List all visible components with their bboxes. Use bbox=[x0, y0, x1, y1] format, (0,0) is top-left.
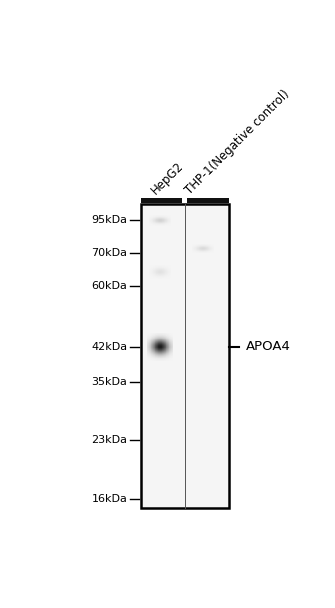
Text: 70kDa: 70kDa bbox=[91, 248, 128, 258]
Text: 16kDa: 16kDa bbox=[92, 494, 128, 504]
Bar bbox=[141, 204, 229, 508]
Text: HepG2: HepG2 bbox=[148, 159, 186, 197]
Text: APOA4: APOA4 bbox=[246, 340, 290, 353]
Bar bbox=[141, 198, 182, 202]
Text: 60kDa: 60kDa bbox=[92, 281, 128, 291]
Text: THP-1(Negative control): THP-1(Negative control) bbox=[183, 88, 293, 197]
Text: 23kDa: 23kDa bbox=[91, 435, 128, 446]
Bar bbox=[141, 204, 229, 508]
Bar bbox=[187, 198, 229, 202]
Text: 42kDa: 42kDa bbox=[91, 342, 128, 352]
Text: 95kDa: 95kDa bbox=[91, 215, 128, 226]
Text: 35kDa: 35kDa bbox=[92, 377, 128, 387]
